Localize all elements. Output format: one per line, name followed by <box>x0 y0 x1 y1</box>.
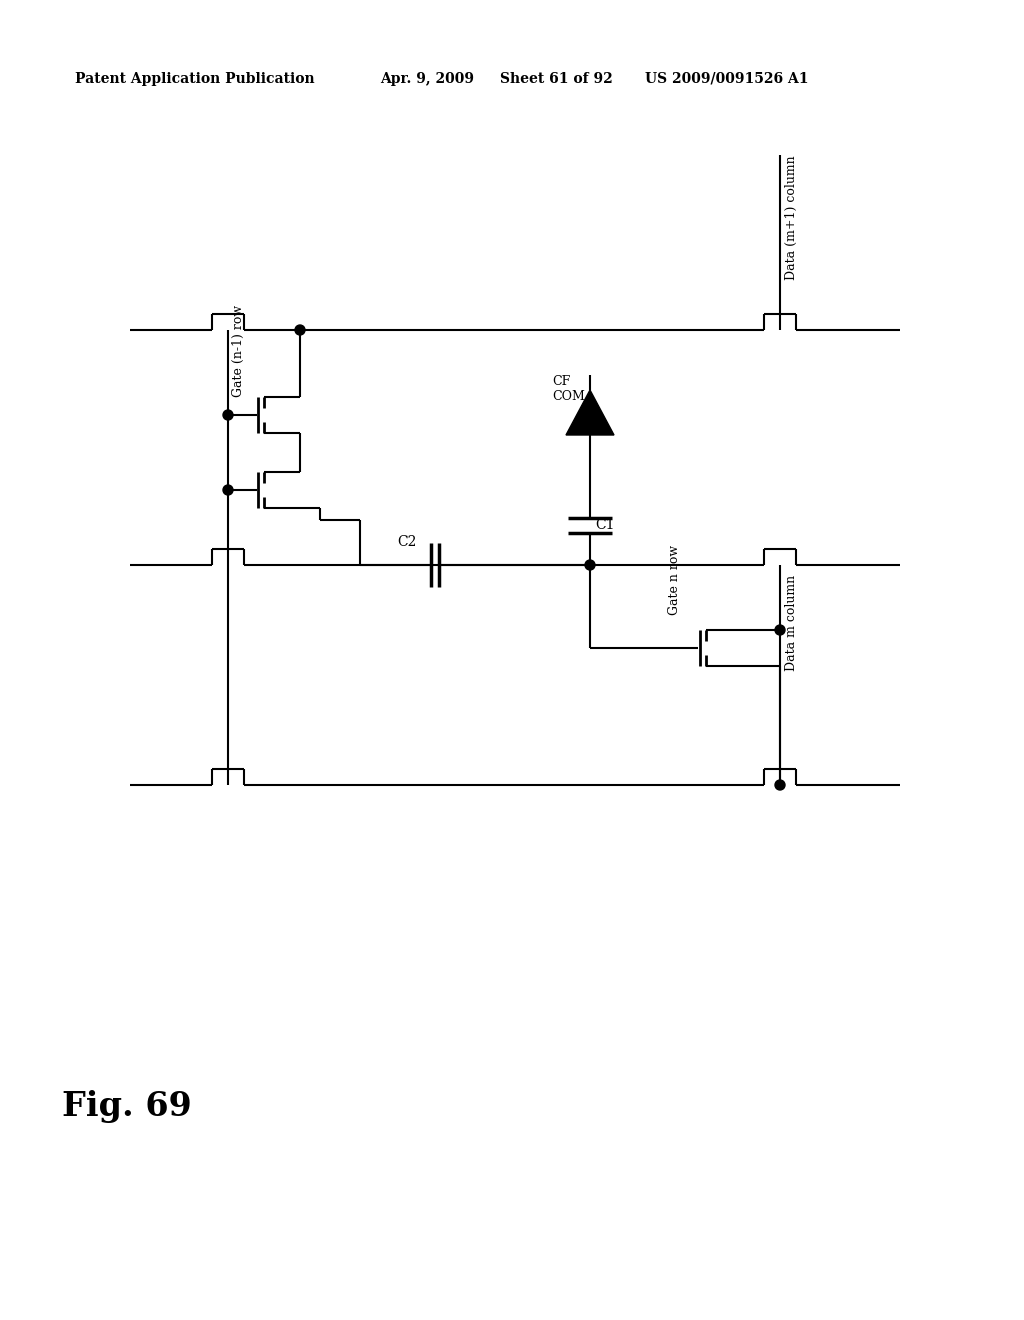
Polygon shape <box>566 389 614 436</box>
Text: US 2009/0091526 A1: US 2009/0091526 A1 <box>645 73 809 86</box>
Text: C1: C1 <box>595 517 614 532</box>
Text: Apr. 9, 2009: Apr. 9, 2009 <box>380 73 474 86</box>
Circle shape <box>775 780 785 789</box>
Text: Gate (n-1) row: Gate (n-1) row <box>232 305 245 397</box>
Text: Fig. 69: Fig. 69 <box>62 1090 191 1123</box>
Text: Data m column: Data m column <box>785 576 798 671</box>
Text: CF
COM: CF COM <box>552 375 585 403</box>
Circle shape <box>295 325 305 335</box>
Text: C2: C2 <box>397 535 417 549</box>
Circle shape <box>775 624 785 635</box>
Circle shape <box>585 560 595 570</box>
Text: Sheet 61 of 92: Sheet 61 of 92 <box>500 73 612 86</box>
Circle shape <box>223 411 233 420</box>
Text: Gate n row: Gate n row <box>668 545 681 615</box>
Text: Data (m+1) column: Data (m+1) column <box>785 154 798 280</box>
Text: Patent Application Publication: Patent Application Publication <box>75 73 314 86</box>
Circle shape <box>223 484 233 495</box>
